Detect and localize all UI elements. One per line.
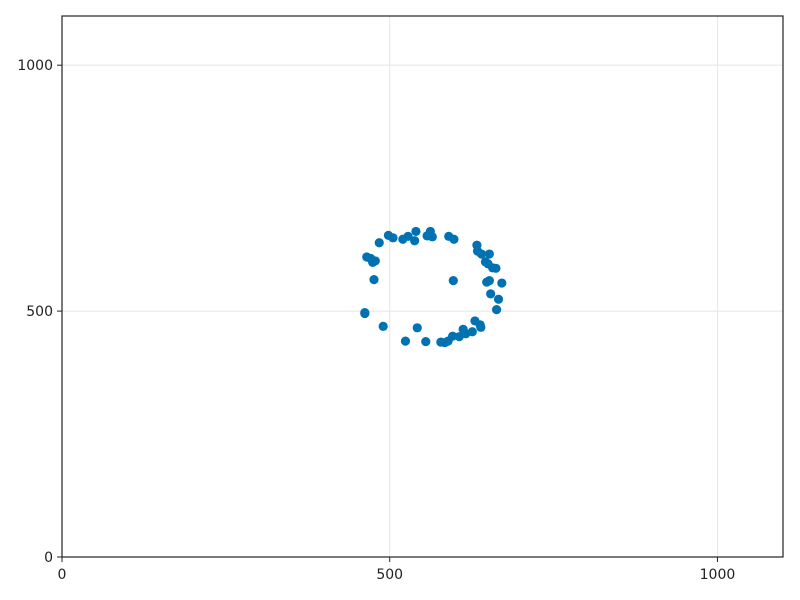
data-point xyxy=(370,256,380,266)
x-tick-label: 1000 xyxy=(700,567,736,583)
y-tick-label: 1000 xyxy=(17,58,53,74)
data-point xyxy=(388,233,398,243)
data-point xyxy=(484,275,494,286)
data-point xyxy=(448,275,458,286)
data-point xyxy=(410,236,420,246)
data-point xyxy=(491,263,501,273)
data-point xyxy=(378,321,388,331)
data-point xyxy=(427,232,437,242)
y-tick-label: 0 xyxy=(44,550,53,566)
data-point xyxy=(476,322,486,332)
x-tick-label: 0 xyxy=(58,567,67,583)
data-point xyxy=(412,323,422,333)
data-point xyxy=(374,238,384,248)
data-point xyxy=(476,249,487,259)
data-point xyxy=(360,307,370,318)
data-point xyxy=(411,226,421,237)
y-tick-label: 500 xyxy=(26,304,53,320)
data-point xyxy=(448,331,458,341)
data-point xyxy=(449,234,459,244)
data-point xyxy=(421,336,431,347)
data-points xyxy=(360,226,507,348)
data-point xyxy=(484,249,494,259)
data-point xyxy=(493,294,504,304)
x-tick-label: 500 xyxy=(376,567,403,583)
data-point xyxy=(486,289,496,299)
data-point xyxy=(497,278,507,288)
data-point xyxy=(369,275,379,285)
axis-ticks: 0 500 1000 0 500 1000 xyxy=(17,58,735,583)
data-point xyxy=(400,336,411,346)
grid-lines xyxy=(61,16,783,558)
data-point xyxy=(467,327,477,337)
data-point xyxy=(491,305,502,315)
plot-frame xyxy=(61,15,784,558)
data-point xyxy=(403,231,413,241)
